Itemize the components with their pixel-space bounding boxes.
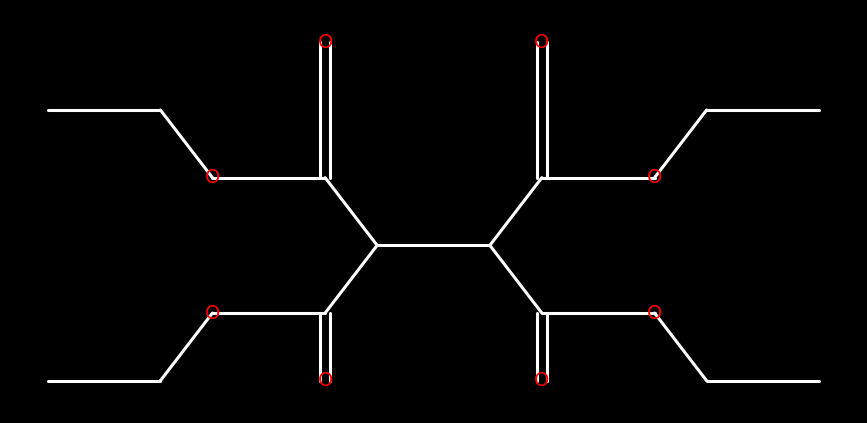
Text: O: O <box>534 371 550 390</box>
Text: O: O <box>647 304 662 322</box>
Text: O: O <box>205 304 220 322</box>
Text: O: O <box>317 33 333 52</box>
Text: O: O <box>534 33 550 52</box>
Text: O: O <box>317 371 333 390</box>
Text: O: O <box>205 168 220 187</box>
Text: O: O <box>647 168 662 187</box>
